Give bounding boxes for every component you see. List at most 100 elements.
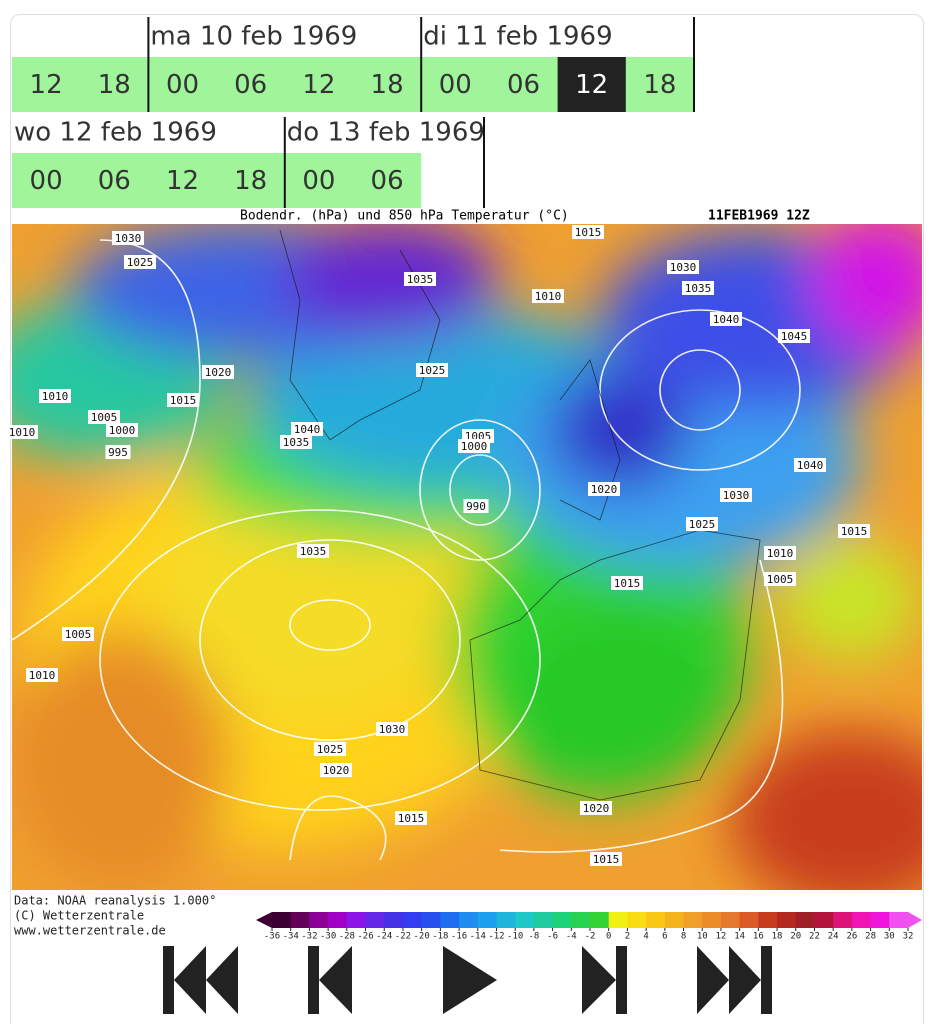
- colorbar-segment: [459, 912, 479, 928]
- colorbar-tick-label: 16: [753, 932, 764, 942]
- selected-hour: [557, 57, 626, 112]
- colorbar-tick-label: -36: [264, 932, 280, 942]
- isobar-label: 1035: [300, 545, 327, 558]
- isobar-label-bg: [572, 225, 604, 239]
- colorbar-segment: [402, 912, 423, 928]
- colorbar-segment: [552, 912, 572, 928]
- hour-label: 12: [302, 70, 335, 100]
- isobar-label: 1010: [29, 669, 56, 682]
- isobar-label: 1025: [689, 518, 716, 531]
- hour-cell[interactable]: 06: [371, 166, 404, 196]
- isobar-label: 1015: [614, 577, 641, 590]
- hour-cell[interactable]: 18: [98, 70, 131, 100]
- isobar-label-bg: [416, 363, 448, 377]
- colorbar-segment: [272, 912, 292, 928]
- colorbar-tick-label: -32: [301, 932, 317, 942]
- hour-cell[interactable]: 00: [30, 166, 63, 196]
- hour-strip: [284, 153, 422, 208]
- timeline: 12 18 ma 10 feb 1969 00 06 12 18 di 11 feb 1969…: [12, 17, 695, 208]
- colorbar-tick-label: 6: [662, 932, 667, 942]
- first-button[interactable]: [163, 946, 238, 1014]
- isobar-label-bg: [682, 281, 714, 295]
- isobar-label: 1015: [575, 226, 602, 239]
- colorbar-segment: [851, 912, 872, 928]
- colorbar-segment: [309, 912, 329, 928]
- colorbar-tick-label: -12: [488, 932, 504, 942]
- colorbar-segment: [720, 912, 741, 928]
- hour-label: 12: [575, 70, 608, 100]
- isobar-label: 1020: [583, 802, 610, 815]
- isobar-label: 1030: [115, 232, 142, 245]
- play-button[interactable]: [443, 946, 497, 1014]
- last-button[interactable]: [697, 946, 772, 1014]
- day-label: wo 12 feb 1969: [14, 118, 217, 148]
- isobar-label-bg: [26, 668, 58, 682]
- colorbar-segment: [608, 912, 628, 928]
- hour-cell[interactable]: 06: [234, 70, 267, 100]
- isobar-label-bg: [778, 329, 810, 343]
- isobar-labels: 1030102510151035101010301035104010451020…: [6, 225, 870, 866]
- isobar-label-bg: [320, 763, 352, 777]
- isobar-label: 990: [466, 500, 486, 513]
- hour-cell[interactable]: 06: [98, 166, 131, 196]
- isobar-label-bg: [686, 517, 718, 531]
- isobar-label-bg: [167, 393, 199, 407]
- isobar-label: 1015: [398, 812, 425, 825]
- hour-cell[interactable]: 18: [234, 166, 267, 196]
- colorbar-tick-label: 26: [846, 932, 857, 942]
- hour-cell[interactable]: 18: [371, 70, 404, 100]
- card: [10, 14, 924, 1024]
- colorbar-segment: [496, 912, 516, 928]
- hour-label: 06: [234, 70, 267, 100]
- next-button[interactable]: [582, 946, 627, 1014]
- colorbar-tick-label: -30: [320, 932, 336, 942]
- previous-button[interactable]: [308, 946, 352, 1014]
- colorbar-arrow-high: [908, 912, 922, 928]
- hour-cell[interactable]: 12: [30, 70, 63, 100]
- colorbar-segment: [533, 912, 554, 928]
- footer-line: www.wetterzentrale.de: [14, 924, 166, 938]
- hour-cell[interactable]: 00: [302, 166, 335, 196]
- hour-cell[interactable]: 00: [439, 70, 472, 100]
- colorbar-tick-label: 22: [809, 932, 820, 942]
- hour-label: 18: [371, 70, 404, 100]
- isobar-label: 1010: [535, 290, 562, 303]
- isobar-label: 1010: [42, 390, 69, 403]
- hour-cell[interactable]: 18: [643, 70, 676, 100]
- footer-line: (C) Wetterzentrale: [14, 909, 144, 923]
- colorbar-segment: [739, 912, 759, 928]
- colorbar: -36 -34 -32 -30 -28 -26 -24 -22 -20 -18 -16 -14 -12-…: [256, 912, 922, 942]
- isobar-label: 1005: [767, 573, 794, 586]
- colorbar-segment: [889, 912, 909, 928]
- isobar-label: 1035: [407, 273, 434, 286]
- isobar-label-bg: [710, 312, 742, 326]
- colorbar-tick-label: 14: [734, 932, 745, 942]
- hour-label: 12: [166, 166, 199, 196]
- colorbar-tick-label: -10: [507, 932, 523, 942]
- hour-strip: [12, 57, 149, 112]
- colorbar-segment: [758, 912, 778, 928]
- colorbar-tick-label: 20: [790, 932, 801, 942]
- hour-cell[interactable]: 12: [302, 70, 335, 100]
- hour-cell[interactable]: 06: [507, 70, 540, 100]
- colorbar-segment: [440, 912, 460, 928]
- hour-strip: [148, 57, 422, 112]
- hour-label: 18: [234, 166, 267, 196]
- colorbar-tick-label: -2: [585, 932, 596, 942]
- isobar-label-bg: [6, 425, 38, 439]
- colorbar-tick-label: -26: [357, 932, 373, 942]
- hour-cell[interactable]: 00: [166, 70, 199, 100]
- isobar-label-bg: [463, 499, 489, 513]
- colorbar-tick-label: 4: [643, 932, 648, 942]
- colorbar-tick-label: 12: [716, 932, 727, 942]
- isobar-label: 1015: [170, 394, 197, 407]
- isobar-label: 1035: [685, 282, 712, 295]
- colorbar-segment: [290, 912, 310, 928]
- hour-cell[interactable]: 12: [166, 166, 199, 196]
- colorbar-segment: [328, 912, 348, 928]
- isobar-label: 1040: [294, 423, 321, 436]
- hour-cell[interactable]: 12: [557, 57, 626, 112]
- isobar-label-bg: [590, 852, 622, 866]
